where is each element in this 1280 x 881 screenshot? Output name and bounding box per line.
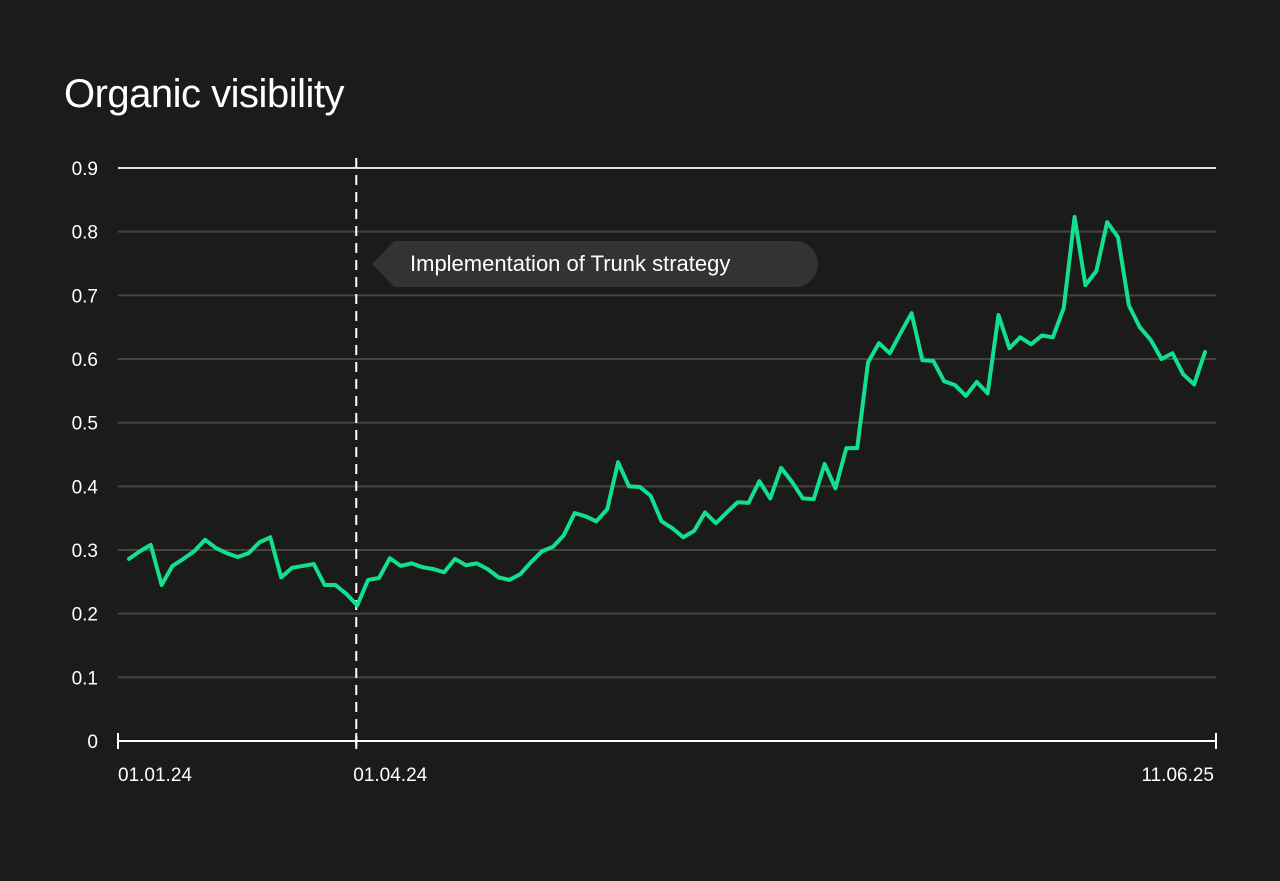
chart-title: Organic visibility — [64, 72, 344, 116]
annotation-tooltip — [372, 241, 818, 287]
y-tick-label: 0 — [87, 732, 98, 753]
y-tick-label: 0.8 — [72, 223, 98, 244]
annotation-label: Implementation of Trunk strategy — [410, 251, 730, 276]
x-tick-label: 01.04.24 — [353, 765, 427, 786]
y-tick-label: 0.2 — [72, 605, 98, 626]
y-tick-label: 0.1 — [72, 668, 98, 689]
x-tick-label: 01.01.24 — [118, 765, 192, 786]
y-tick-label: 0.5 — [72, 414, 98, 435]
series-line — [127, 215, 1207, 608]
y-tick-label: 0.7 — [72, 286, 98, 307]
y-tick-label: 0.3 — [72, 541, 98, 562]
y-tick-label: 0.9 — [72, 159, 98, 180]
y-tick-label: 0.6 — [72, 350, 98, 371]
y-tick-label: 0.4 — [72, 477, 99, 498]
x-tick-label: 11.06.25 — [1141, 765, 1214, 786]
